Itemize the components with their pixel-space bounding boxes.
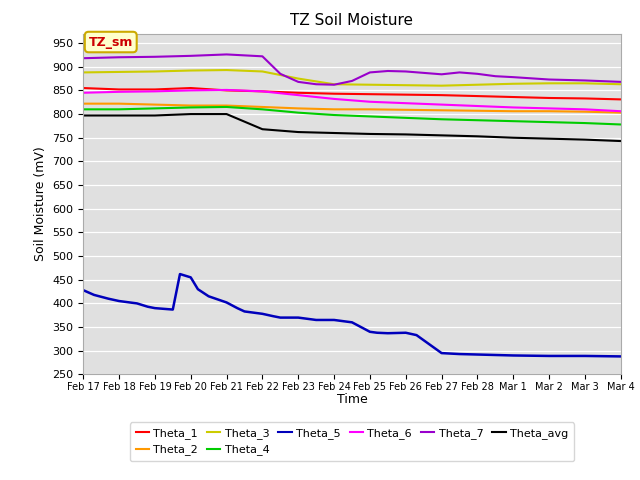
Y-axis label: Soil Moisture (mV): Soil Moisture (mV) <box>34 146 47 262</box>
Title: TZ Soil Moisture: TZ Soil Moisture <box>291 13 413 28</box>
X-axis label: Time: Time <box>337 394 367 407</box>
Text: TZ_sm: TZ_sm <box>88 36 133 48</box>
Legend: Theta_1, Theta_2, Theta_3, Theta_4, Theta_5, Theta_6, Theta_7, Theta_avg: Theta_1, Theta_2, Theta_3, Theta_4, Thet… <box>130 422 574 461</box>
